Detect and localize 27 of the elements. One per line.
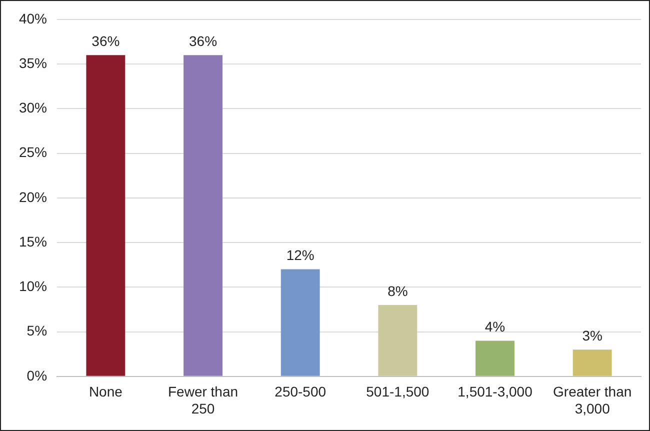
y-tick-label: 10% xyxy=(18,278,48,294)
data-label: 12% xyxy=(286,247,314,264)
bar xyxy=(572,350,612,376)
y-tick-label: 15% xyxy=(18,233,48,250)
data-label: 4% xyxy=(484,318,506,335)
data-label: 8% xyxy=(388,282,408,299)
y-tick-label: 0% xyxy=(26,367,48,384)
x-tick-label: 1,501-3,000 xyxy=(458,384,533,400)
data-label: 36% xyxy=(189,32,218,49)
bar xyxy=(378,305,418,376)
bar xyxy=(86,55,126,376)
y-tick-label: 35% xyxy=(18,54,48,71)
x-tick-label: Greater than 3,000 xyxy=(553,384,632,416)
y-tick-label: 30% xyxy=(18,100,48,116)
data-label: 36% xyxy=(92,32,120,49)
x-tick-label: 250-500 xyxy=(274,384,326,400)
y-tick-label: 5% xyxy=(26,322,48,339)
y-tick-label: 40% xyxy=(18,10,48,26)
x-tick-label: None xyxy=(88,384,123,400)
bar xyxy=(476,340,514,376)
y-tick-label: 20% xyxy=(18,188,48,205)
bar xyxy=(184,55,222,376)
x-tick-label: 501-1,500 xyxy=(366,384,430,400)
y-tick-label: 25% xyxy=(18,144,48,160)
bar xyxy=(280,269,320,376)
x-tick-label: Fewer than 250 xyxy=(168,384,238,416)
data-label: 3% xyxy=(582,327,602,344)
